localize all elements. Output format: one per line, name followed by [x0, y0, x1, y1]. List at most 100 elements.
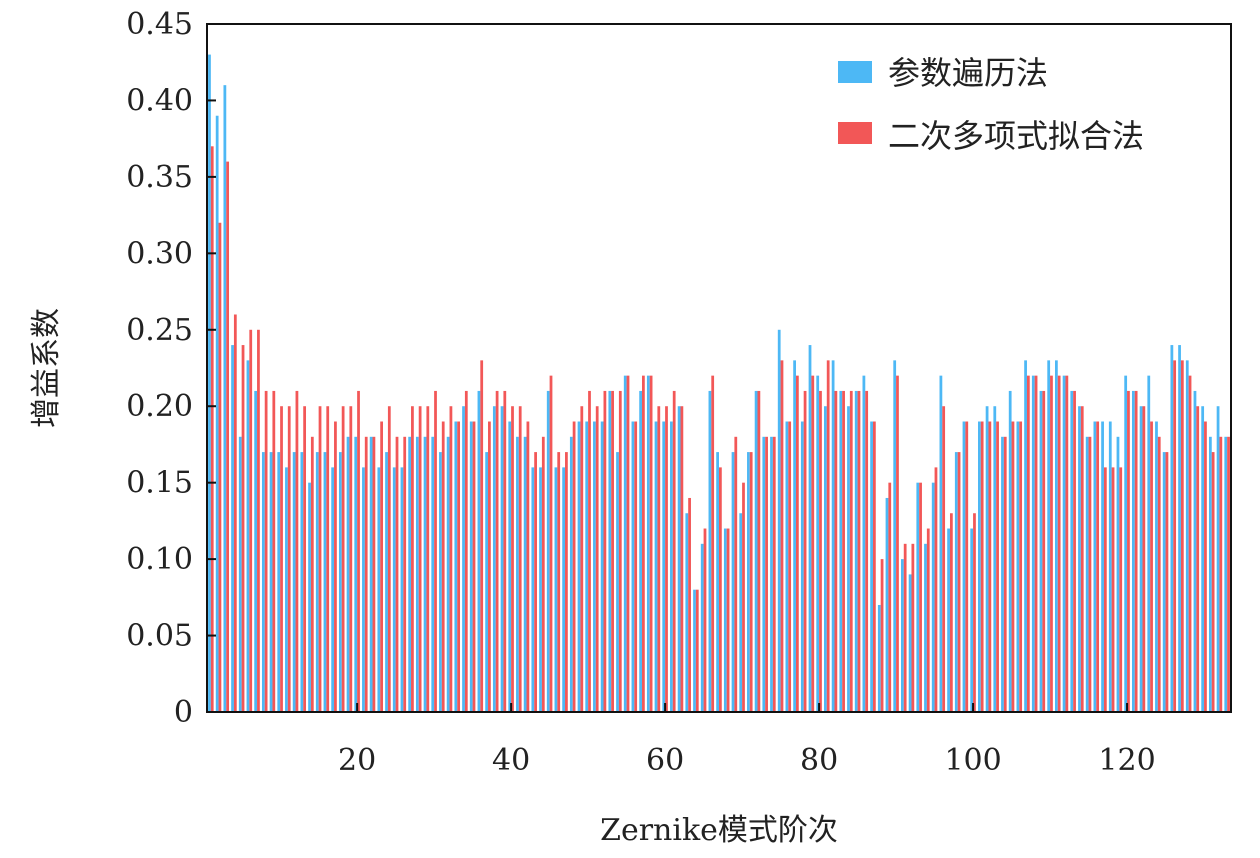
bar-quadratic-fit-89	[888, 482, 892, 712]
bar-parameter-traversal-78	[800, 421, 804, 712]
y-axis-title: 增益系数	[29, 308, 64, 428]
bar-parameter-traversal-29	[423, 436, 427, 712]
y-tick-label: 0.35	[126, 160, 193, 195]
bar-parameter-traversal-98	[954, 452, 958, 712]
bar-parameter-traversal-26	[400, 467, 404, 712]
bar-quadratic-fit-56	[634, 421, 638, 712]
bar-quadratic-fit-7	[257, 329, 260, 712]
bar-parameter-traversal-45	[546, 390, 550, 712]
ticks-layer: 0 0.05 0.10 0.15 0.20 0.25 0.30 0.35 0.40 0.45 20 4…	[126, 7, 1155, 778]
bar-parameter-traversal-47	[562, 467, 566, 712]
bar-parameter-traversal-74	[770, 436, 773, 712]
legend-label-quadratic-fit: 二次多项式拟合法	[888, 117, 1144, 155]
bar-quadratic-fit-128	[1188, 375, 1192, 712]
bar-quadratic-fit-46	[557, 452, 561, 712]
bar-quadratic-fit-87	[872, 421, 876, 712]
bar-parameter-traversal-129	[1193, 390, 1197, 712]
bar-quadratic-fit-127	[1180, 360, 1184, 712]
bar-parameter-traversal-89	[885, 497, 889, 712]
bar-parameter-traversal-110	[1047, 360, 1051, 712]
bar-quadratic-fit-23	[380, 421, 383, 712]
bar-parameter-traversal-39	[500, 406, 504, 712]
bar-parameter-traversal-107	[1024, 360, 1027, 712]
bar-parameter-traversal-18	[338, 452, 342, 712]
y-tick-label: 0.45	[126, 7, 193, 42]
bar-quadratic-fit-41	[518, 406, 522, 712]
bar-quadratic-fit-75	[780, 360, 784, 712]
bar-quadratic-fit-121	[1134, 390, 1138, 712]
bar-parameter-traversal-121	[1131, 390, 1135, 712]
bar-parameter-traversal-111	[1055, 360, 1058, 712]
bar-quadratic-fit-48	[572, 421, 576, 712]
bar-parameter-traversal-113	[1070, 390, 1074, 712]
bar-quadratic-fit-85	[857, 390, 861, 712]
bar-quadratic-fit-74	[772, 436, 776, 712]
bar-quadratic-fit-86	[865, 390, 869, 712]
bar-quadratic-fit-104	[1003, 436, 1007, 712]
bar-parameter-traversal-85	[854, 390, 858, 712]
bar-quadratic-fit-131	[1211, 452, 1215, 712]
bar-quadratic-fit-59	[657, 406, 661, 712]
bar-quadratic-fit-96	[942, 406, 946, 712]
bar-quadratic-fit-53	[611, 390, 614, 712]
bar-quadratic-fit-25	[395, 436, 399, 712]
bar-parameter-traversal-51	[593, 421, 596, 712]
bar-parameter-traversal-87	[870, 421, 873, 712]
bar-quadratic-fit-26	[403, 436, 407, 712]
bar-quadratic-fit-97	[949, 513, 953, 712]
bar-parameter-traversal-3	[223, 85, 227, 712]
bar-quadratic-fit-101	[980, 421, 984, 712]
bar-parameter-traversal-84	[847, 406, 850, 712]
bar-parameter-traversal-120	[1124, 375, 1128, 712]
bar-quadratic-fit-47	[565, 452, 568, 712]
bar-quadratic-fit-9	[272, 390, 276, 712]
bar-quadratic-fit-67	[719, 467, 722, 712]
bar-quadratic-fit-64	[695, 589, 699, 712]
y-tick-label: 0.15	[126, 466, 193, 501]
bar-quadratic-fit-15	[318, 406, 322, 712]
bar-quadratic-fit-30	[434, 390, 437, 712]
bar-quadratic-fit-39	[503, 390, 507, 712]
bar-parameter-traversal-83	[839, 390, 843, 712]
bar-parameter-traversal-25	[392, 467, 396, 712]
bar-parameter-traversal-48	[569, 436, 573, 712]
bar-quadratic-fit-54	[618, 390, 622, 712]
bar-quadratic-fit-76	[788, 421, 792, 712]
bar-quadratic-fit-99	[965, 421, 969, 712]
bar-parameter-traversal-53	[608, 390, 612, 712]
bar-parameter-traversal-43	[531, 467, 535, 712]
bar-parameter-traversal-4	[231, 345, 234, 712]
bar-quadratic-fit-93	[919, 482, 922, 712]
bar-parameter-traversal-122	[1139, 406, 1143, 712]
bar-quadratic-fit-32	[449, 406, 453, 712]
x-tick-label: 80	[800, 743, 838, 778]
bar-parameter-traversal-50	[585, 421, 589, 712]
bar-quadratic-fit-65	[703, 528, 707, 712]
bar-quadratic-fit-16	[326, 406, 330, 712]
bar-parameter-traversal-38	[492, 406, 496, 712]
bar-parameter-traversal-128	[1185, 360, 1189, 712]
bar-quadratic-fit-83	[842, 390, 845, 712]
bar-parameter-traversal-116	[1093, 421, 1097, 712]
bar-parameter-traversal-9	[269, 452, 273, 712]
bar-parameter-traversal-10	[277, 452, 281, 712]
plot-frame	[206, 23, 1232, 713]
bar-parameter-traversal-16	[323, 452, 327, 712]
bar-parameter-traversal-102	[985, 406, 989, 712]
bar-parameter-traversal-54	[616, 452, 619, 712]
bar-quadratic-fit-73	[765, 436, 768, 712]
bar-quadratic-fit-68	[726, 528, 730, 712]
bar-quadratic-fit-34	[464, 390, 468, 712]
bar-parameter-traversal-64	[693, 589, 696, 712]
bar-quadratic-fit-78	[803, 390, 807, 712]
legend-swatch-parameter-traversal	[838, 61, 872, 83]
x-tick-label: 40	[492, 743, 530, 778]
bar-parameter-traversal-19	[346, 436, 350, 712]
x-tick-label: 120	[1098, 743, 1155, 778]
bar-parameter-traversal-31	[439, 452, 442, 712]
bar-quadratic-fit-130	[1204, 421, 1207, 712]
legend-swatch-quadratic-fit	[838, 122, 872, 144]
bar-quadratic-fit-113	[1073, 390, 1076, 712]
bar-quadratic-fit-119	[1119, 467, 1123, 712]
